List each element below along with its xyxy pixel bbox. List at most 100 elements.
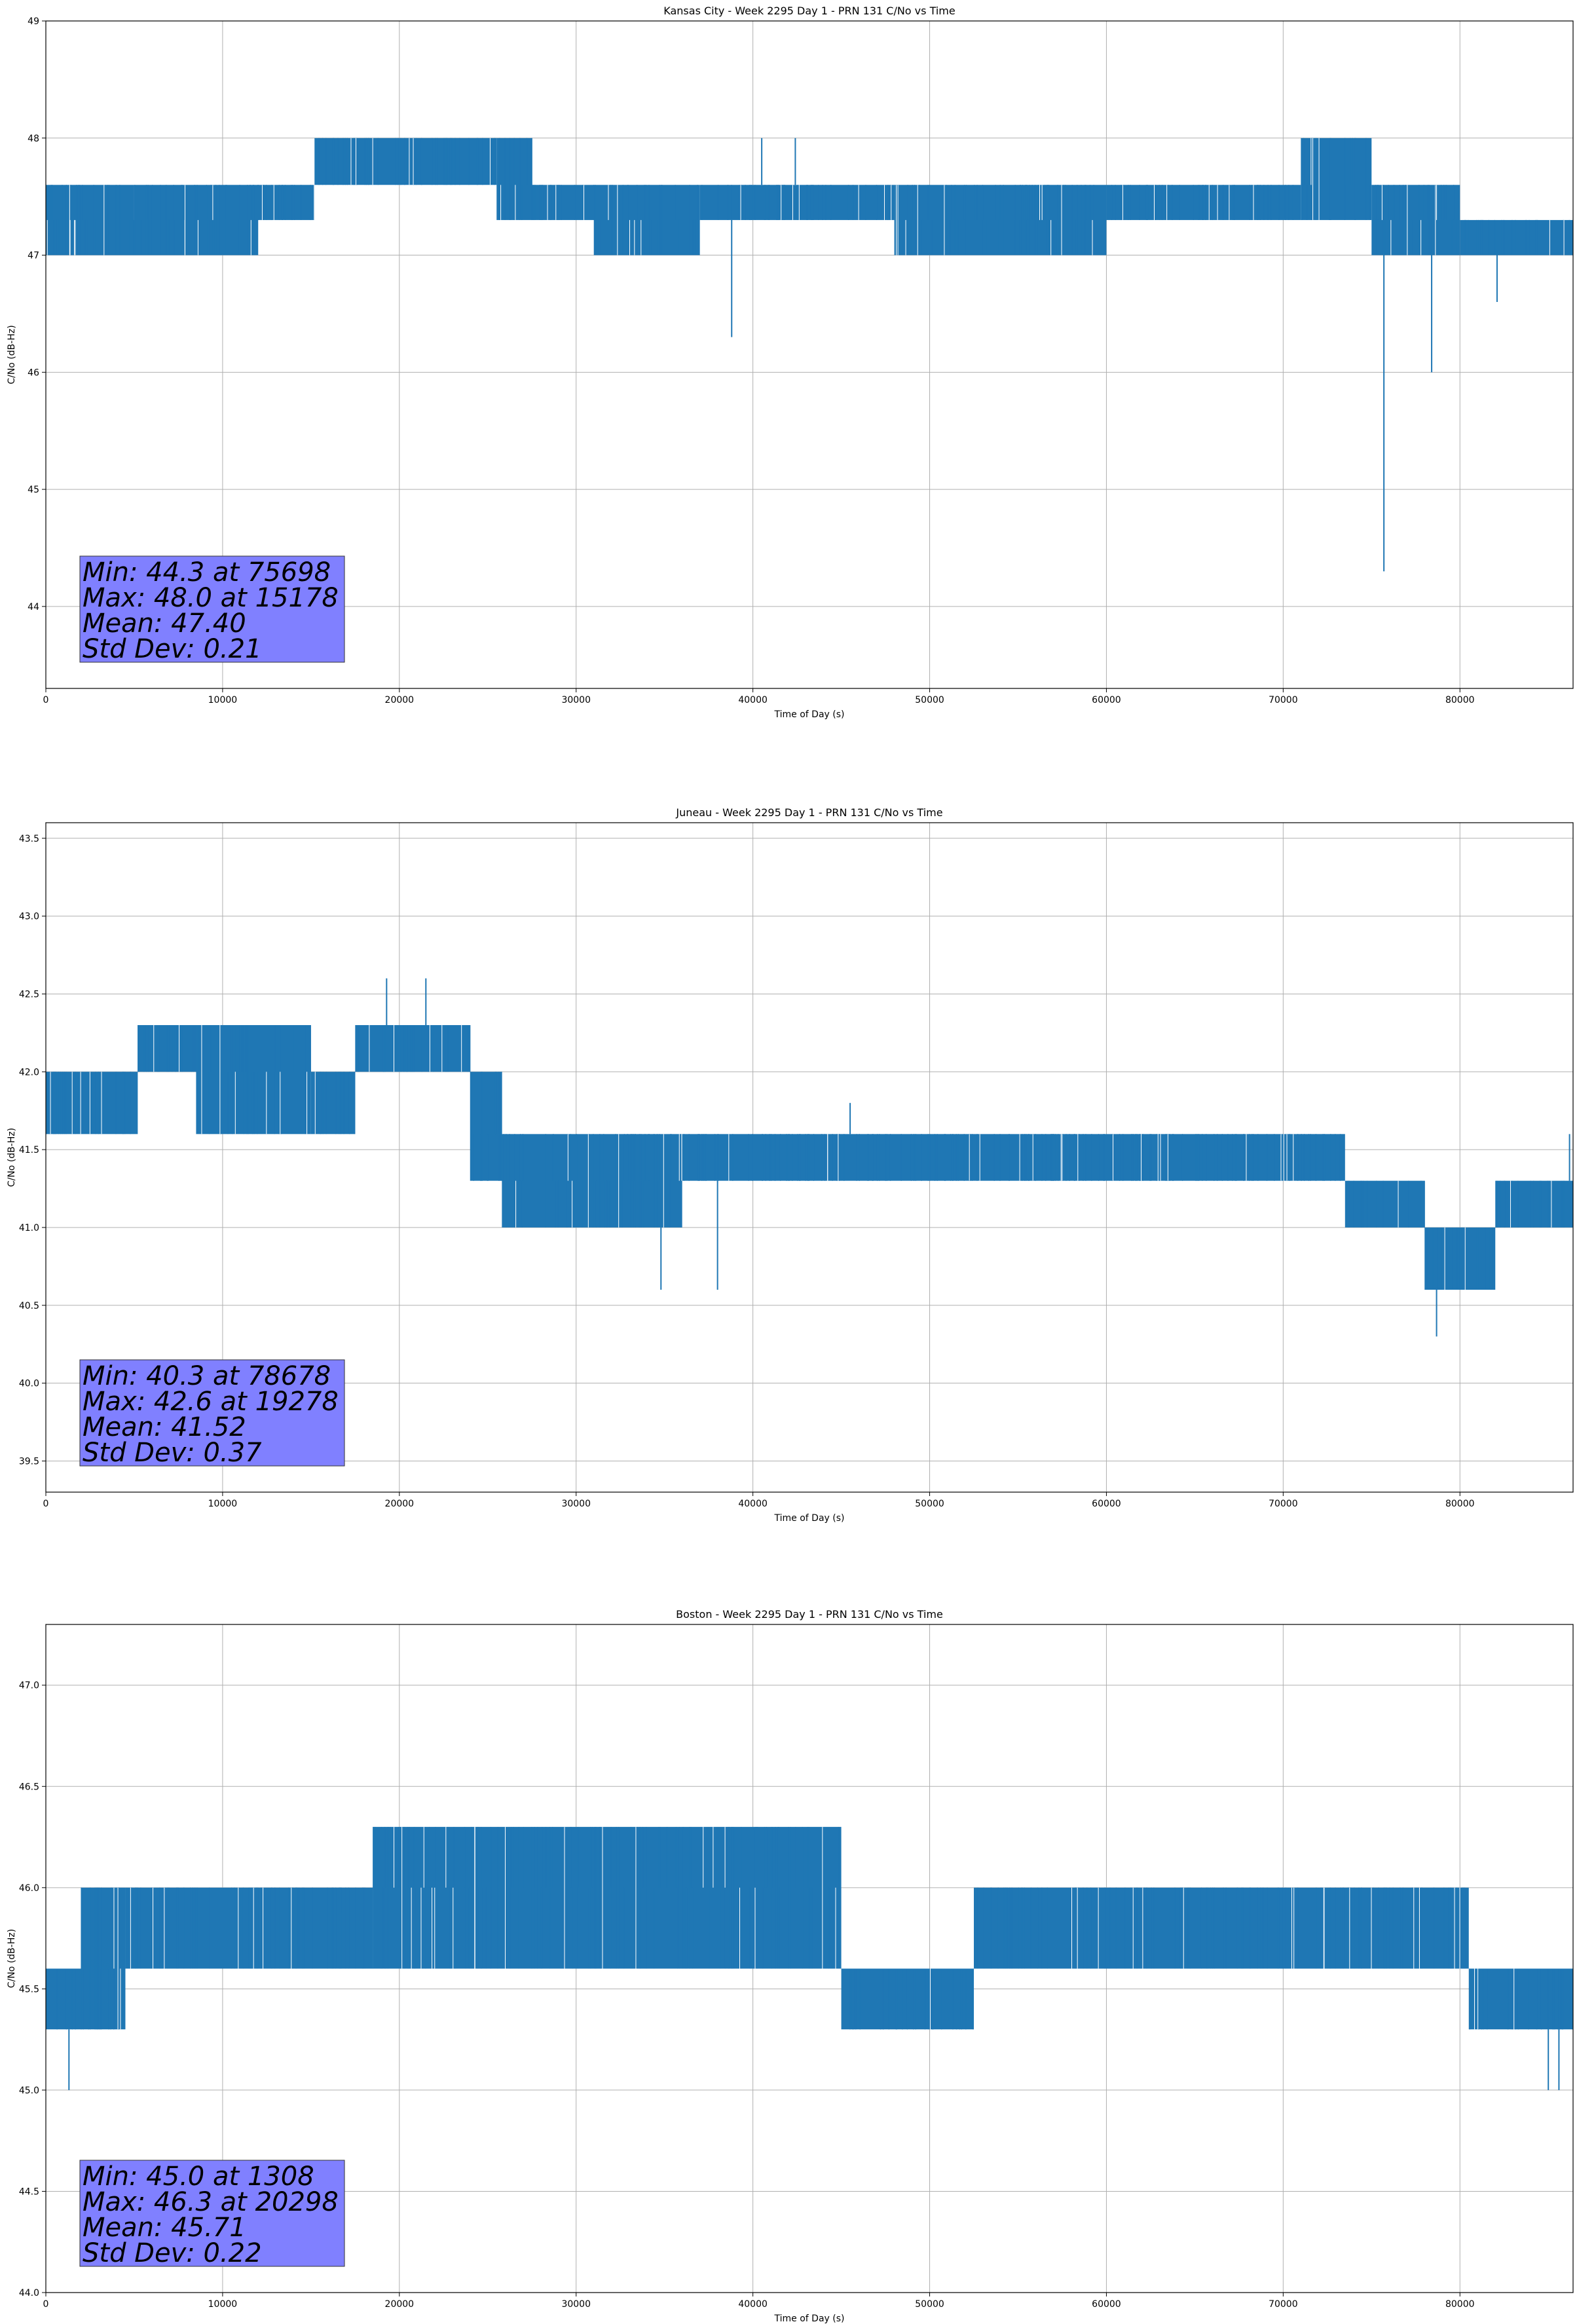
chart-1: 0 10000 20000 30000 40000 50000 60000 70000 8000… — [7, 5, 1574, 720]
stats-line: Mean: 41.52 — [83, 1412, 246, 1442]
y-tick-label: 44.5 — [19, 2186, 39, 2197]
signal-band — [470, 1072, 502, 1181]
x-tick-label: 40000 — [738, 1499, 768, 1509]
signal-band — [46, 1072, 138, 1134]
x-tick-label: 50000 — [915, 2299, 944, 2310]
y-tick-label: 43.0 — [19, 912, 39, 922]
y-tick-label: 46.5 — [19, 1782, 39, 1792]
x-tick-label: 70000 — [1269, 695, 1298, 705]
axes-frame — [45, 20, 1574, 689]
chart-title: Kansas City - Week 2295 Day 1 - PRN 131 … — [663, 5, 955, 17]
x-tick-label: 70000 — [1269, 2299, 1298, 2310]
y-tick-label: 48 — [28, 134, 39, 144]
x-tick-label: 10000 — [208, 695, 238, 705]
stats-box-background — [79, 555, 345, 663]
y-tick-label: 44.0 — [19, 2288, 39, 2298]
stats-line: Std Dev: 0.21 — [83, 634, 262, 664]
signal-band — [257, 185, 315, 220]
x-axis-label: Time of Day (s) — [774, 1513, 845, 1524]
signal-band — [314, 138, 497, 185]
stats-line: Max: 46.3 at 20298 — [83, 2187, 339, 2217]
stats-line: Min: 40.3 at 78678 — [83, 1361, 331, 1391]
signal-band — [1345, 1180, 1425, 1228]
y-tick-label: 49 — [28, 16, 39, 27]
x-tick-label: 30000 — [561, 2299, 591, 2310]
x-tick-label: 10000 — [208, 1499, 238, 1509]
signal-band — [699, 185, 895, 220]
y-tick-label: 41.5 — [19, 1145, 39, 1155]
stats-line: Mean: 47.40 — [83, 609, 246, 639]
x-tick-label: 0 — [43, 695, 49, 705]
stats-line: Min: 44.3 at 75698 — [83, 557, 331, 588]
stats-line: Max: 42.6 at 19278 — [83, 1387, 339, 1417]
chart-title: Juneau - Week 2295 Day 1 - PRN 131 C/No … — [675, 806, 942, 819]
signal-band — [974, 1887, 1469, 1969]
x-tick-label: 60000 — [1092, 695, 1121, 705]
stats-line: Max: 48.0 at 15178 — [83, 583, 339, 613]
signal-band — [1371, 185, 1460, 255]
x-axis-label: Time of Day (s) — [774, 2314, 845, 2324]
axes-frame — [45, 1624, 1574, 2293]
x-tick-label: 20000 — [385, 2299, 415, 2310]
y-tick-label: 43.5 — [19, 834, 39, 844]
x-tick-label: 0 — [43, 1499, 49, 1509]
signal-series — [46, 978, 1573, 1337]
x-tick-label: 20000 — [385, 1499, 415, 1509]
signal-band — [373, 1827, 842, 1969]
x-tick-label: 40000 — [738, 2299, 768, 2310]
x-tick-label: 60000 — [1092, 1499, 1121, 1509]
stats-box-background — [79, 1359, 345, 1467]
stats-line: Std Dev: 0.37 — [83, 1438, 262, 1468]
y-tick-label: 45.5 — [19, 1984, 39, 1995]
chart-title: Boston - Week 2295 Day 1 - PRN 131 C/No … — [676, 1608, 943, 1621]
x-tick-label: 20000 — [385, 695, 415, 705]
y-tick-label: 42.5 — [19, 989, 39, 1000]
signal-band — [682, 1134, 1345, 1181]
y-tick-label: 45.0 — [19, 2086, 39, 2096]
y-tick-label: 47 — [28, 251, 39, 261]
y-tick-label: 40.0 — [19, 1379, 39, 1389]
x-tick-label: 0 — [43, 2299, 49, 2310]
y-tick-label: 44 — [28, 602, 39, 612]
stats-line: Min: 45.0 at 1308 — [83, 2162, 314, 2192]
x-tick-label: 60000 — [1092, 2299, 1121, 2310]
y-axis-label: C/No (dB-Hz) — [7, 1929, 17, 1988]
signal-band — [502, 1134, 682, 1228]
y-tick-label: 39.5 — [19, 1456, 39, 1467]
signal-band — [1468, 1968, 1573, 2030]
x-tick-label: 30000 — [561, 695, 591, 705]
stats-line: Mean: 45.71 — [83, 2213, 246, 2243]
x-tick-label: 80000 — [1445, 695, 1475, 705]
y-tick-label: 41.0 — [19, 1223, 39, 1233]
x-tick-label: 10000 — [208, 2299, 238, 2310]
x-tick-label: 30000 — [561, 1499, 591, 1509]
signal-series — [46, 138, 1573, 572]
stats-box-background — [79, 2160, 345, 2267]
x-tick-label: 50000 — [915, 1499, 944, 1509]
x-tick-label: 70000 — [1269, 1499, 1298, 1509]
x-tick-label: 80000 — [1445, 2299, 1475, 2310]
y-tick-label: 47.0 — [19, 1681, 39, 1691]
chart-2: 0 10000 20000 30000 40000 50000 60000 70000 8000… — [7, 806, 1574, 1524]
signal-band — [196, 1024, 311, 1134]
x-tick-label: 50000 — [915, 695, 944, 705]
chart-3: 0 10000 20000 30000 40000 50000 60000 70000 8000… — [7, 1608, 1574, 2324]
y-axis-label: C/No (dB-Hz) — [7, 1128, 17, 1187]
signal-band — [310, 1072, 356, 1134]
axes-frame — [45, 822, 1574, 1493]
signal-band — [46, 1968, 81, 2030]
signal-band — [134, 185, 258, 255]
x-axis-label: Time of Day (s) — [774, 709, 845, 720]
signal-series — [46, 1827, 1573, 2090]
signal-band — [593, 185, 700, 255]
y-tick-label: 46 — [28, 367, 39, 378]
x-tick-label: 40000 — [738, 695, 768, 705]
stats-line: Std Dev: 0.22 — [83, 2238, 262, 2268]
y-tick-label: 40.5 — [19, 1301, 39, 1311]
y-tick-label: 46.0 — [19, 1883, 39, 1894]
x-tick-label: 80000 — [1445, 1499, 1475, 1509]
